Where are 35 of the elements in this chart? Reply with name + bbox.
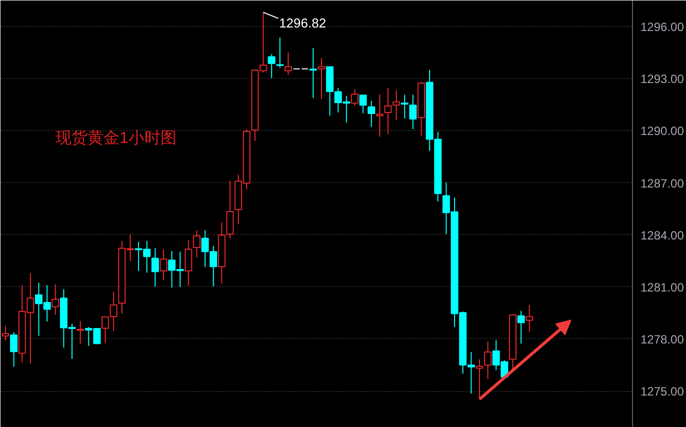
candlestick [52,284,60,316]
y-tick-label: 1275.00 [640,384,684,399]
y-tick-label: 1290.00 [640,124,684,138]
candlestick [160,248,168,281]
candlestick [76,320,84,344]
y-tick-label: 1284.00 [640,228,684,242]
candlestick [151,248,159,288]
candlestick [376,94,384,138]
y-tick-label: 1278.00 [640,332,684,346]
candlestick [284,52,292,76]
candlestick [400,94,408,120]
candlestick [276,36,284,68]
candlestick [359,94,367,114]
candlestick [392,90,400,121]
candlestick [384,88,392,135]
candlestick [351,88,358,106]
candlestick [226,180,234,239]
candlestick [268,54,276,79]
candlestick [184,240,192,286]
candlestick [10,332,18,368]
candlestick [526,304,534,332]
candlestick [193,230,200,258]
y-tick-label: 1293.00 [640,72,684,86]
y-tick-label: 1287.00 [640,176,684,190]
y-tick-label: 1281.00 [640,280,684,294]
candlestick [309,48,317,99]
text: 现货黄金1小时图 [56,129,176,147]
y-tick-label: 1296.00 [640,20,684,34]
annotation: 1296.82 [279,15,326,30]
candlestick [368,100,376,128]
candlestick [484,341,492,380]
candlestick [318,58,326,100]
candlestick [409,94,417,130]
candlestick [517,310,525,344]
candlestick [476,358,484,400]
